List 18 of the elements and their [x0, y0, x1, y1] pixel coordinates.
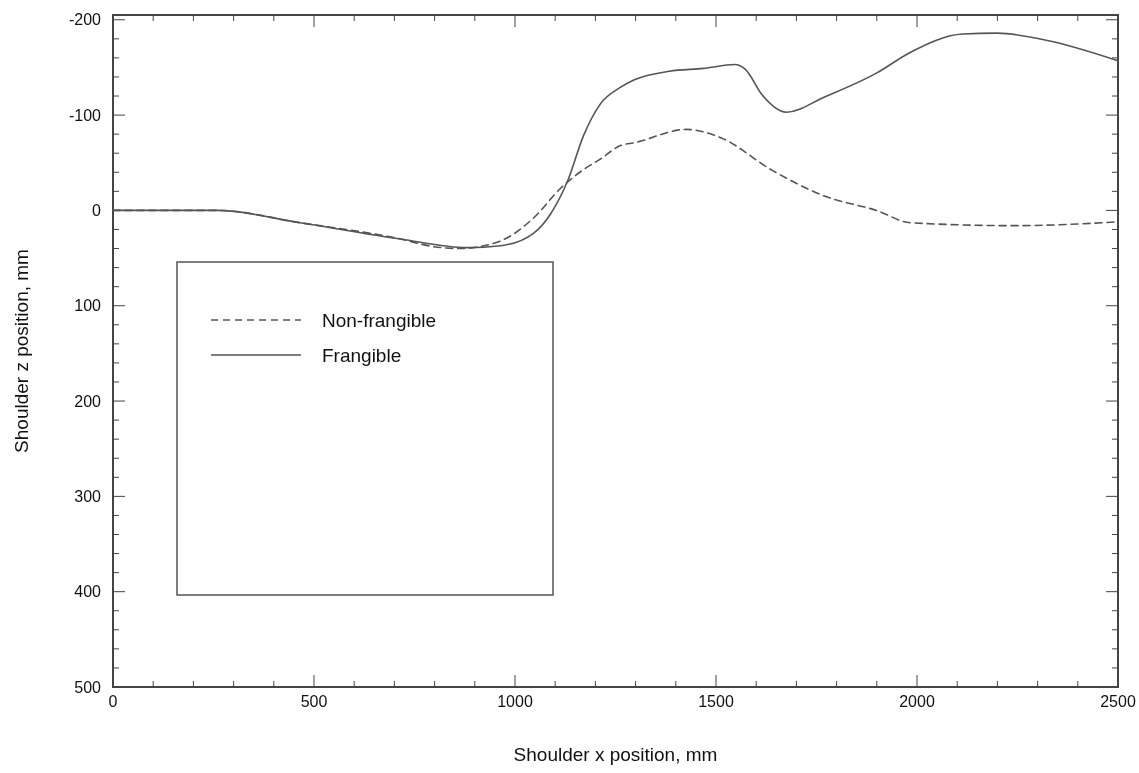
x-tick-label: 1500: [698, 693, 734, 710]
y-tick-label: -100: [68, 106, 102, 124]
y-tick-label: 500: [74, 678, 102, 696]
y-axis-title: Shoulder z position, mm: [11, 249, 32, 453]
x-tick-label: 0: [108, 693, 118, 710]
y-tick-label: 0: [92, 202, 102, 219]
x-tick-label: 2000: [899, 693, 935, 710]
y-tick-label: 300: [74, 487, 102, 505]
y-tick-label: 100: [74, 297, 102, 315]
legend-label: Non-frangible: [322, 309, 437, 331]
y-tick-label: -200: [68, 11, 102, 29]
y-tick-label: 200: [74, 392, 102, 410]
x-tick-label: 500: [300, 693, 328, 710]
x-tick-label: 1000: [497, 693, 533, 710]
legend-label: Frangible: [322, 344, 402, 366]
y-tick-label: 400: [74, 583, 102, 601]
x-tick-label: 2500: [1100, 693, 1136, 710]
x-axis-title: Shoulder x position, mm: [513, 744, 718, 765]
